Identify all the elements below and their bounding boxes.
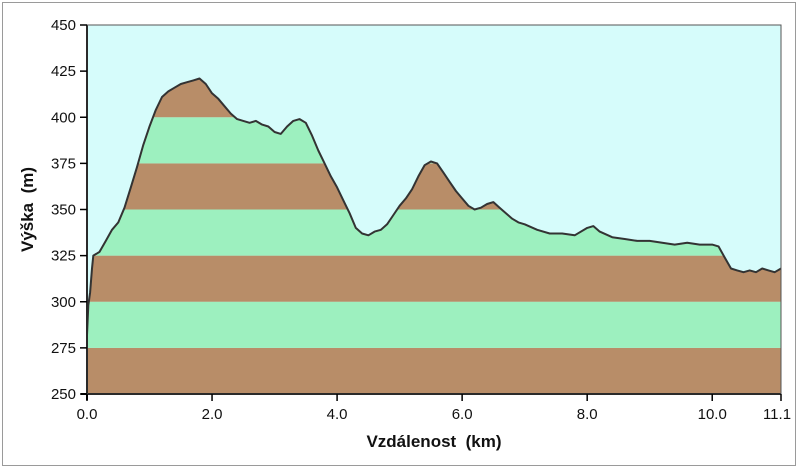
y-axis-ticks: 250 275 300 325 350 375 400 425 450 — [51, 17, 87, 403]
y-tick-label: 350 — [51, 202, 76, 219]
chart-frame: 250 275 300 325 350 375 400 425 450 0.0 2.0 4.0 6.0… — [2, 2, 796, 466]
elevation-band — [87, 347, 781, 394]
x-tick-label: 4.0 — [327, 406, 348, 423]
y-tick-label: 425 — [51, 63, 76, 80]
x-axis-ticks: 0.0 2.0 4.0 6.0 8.0 10.0 11.1 — [77, 394, 791, 423]
y-tick-label: 325 — [51, 248, 76, 265]
x-tick-label: 10.0 — [698, 406, 727, 423]
y-tick-label: 300 — [51, 294, 76, 311]
y-tick-label: 250 — [51, 386, 76, 403]
x-tick-label: 6.0 — [452, 406, 473, 423]
elevation-band — [87, 301, 781, 348]
y-tick-label: 400 — [51, 109, 76, 126]
x-tick-label: 2.0 — [202, 406, 223, 423]
x-axis-title: Vzdálenost (km) — [366, 432, 501, 451]
elevation-band — [87, 255, 781, 302]
y-tick-label: 275 — [51, 340, 76, 357]
x-tick-label: 8.0 — [577, 406, 598, 423]
elevation-profile-line — [86, 77, 782, 336]
x-tick-label: 0.0 — [77, 406, 98, 423]
x-tick-label: 11.1 — [763, 406, 791, 423]
y-tick-label: 450 — [51, 17, 76, 34]
y-tick-label: 375 — [51, 155, 76, 172]
y-axis-title: Výška (m) — [18, 167, 37, 252]
elevation-profile-chart: 250 275 300 325 350 375 400 425 450 0.0 2.0 4.0 6.0… — [18, 17, 791, 451]
